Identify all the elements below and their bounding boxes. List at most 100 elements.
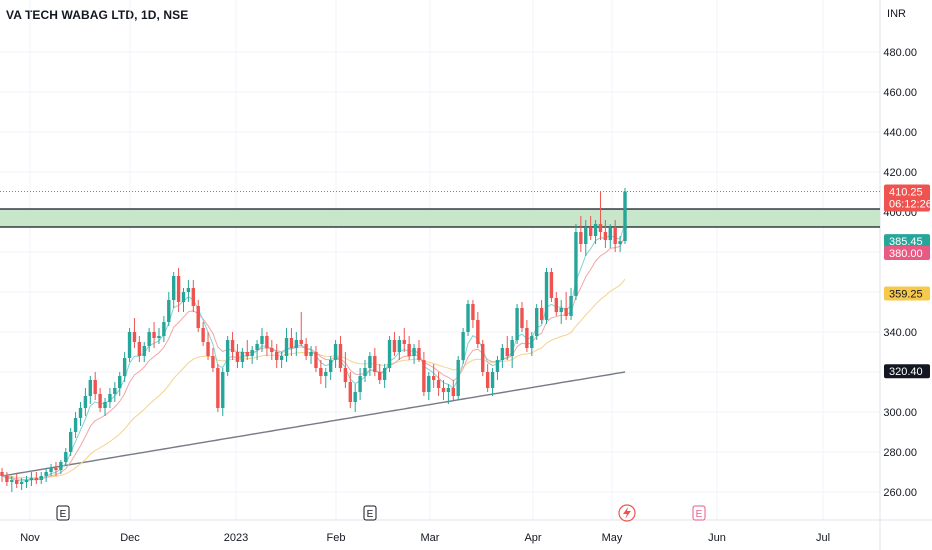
candle-body (225, 340, 230, 372)
candle-body (49, 468, 53, 472)
candle-body (515, 308, 519, 340)
y-tick-label: 440.00 (883, 127, 917, 139)
candle-body (392, 340, 397, 352)
candle-body (230, 340, 235, 352)
candle-body (240, 352, 245, 362)
candle-body (29, 478, 34, 480)
price-tag-320-text: 320.40 (889, 366, 923, 378)
candle-body (78, 408, 83, 418)
candle-body (373, 356, 377, 372)
earnings-marker (363, 505, 377, 521)
candle-body (157, 336, 161, 338)
candle-body (19, 482, 24, 484)
x-tick-label: Jun (708, 532, 726, 544)
candle-body (64, 452, 68, 462)
candle-body (333, 344, 338, 360)
candle-body (294, 340, 299, 348)
last-price-tag (884, 184, 930, 212)
candle-body (44, 472, 48, 476)
candle-body (456, 360, 460, 396)
candle-body (265, 336, 269, 348)
candle-body (495, 360, 500, 372)
candle-body (118, 376, 122, 388)
candle-body (436, 380, 441, 388)
candle-body (451, 388, 456, 396)
candle-body (216, 368, 220, 408)
candle-body (422, 360, 426, 392)
currency-label: INR (887, 8, 906, 20)
candle-body (260, 336, 264, 344)
candle-body (279, 356, 284, 360)
candle-body (201, 328, 205, 342)
candle-body (549, 272, 554, 298)
candle-body (127, 332, 132, 358)
candle-body (88, 380, 92, 396)
candle-body (275, 352, 279, 360)
candle-body (588, 228, 593, 236)
candle-body (103, 402, 107, 408)
candle-body (574, 232, 578, 296)
last-price-tag-text: 06:12:26 (889, 199, 932, 211)
candle-body (441, 388, 446, 392)
candle-body (289, 338, 294, 348)
candle-body (245, 352, 249, 356)
candle-body (613, 228, 617, 244)
candle-body (191, 288, 196, 306)
candle-body (584, 228, 588, 244)
candle-body (113, 388, 117, 394)
price-tag-359-text: 359.25 (889, 289, 923, 301)
candle-body (319, 368, 323, 376)
candle-body (544, 272, 549, 320)
candle-body (250, 350, 254, 356)
earnings-marker-label: E (60, 509, 67, 520)
ma-long-line (1, 371, 626, 477)
candle-body (147, 332, 151, 346)
candle-body (417, 348, 421, 360)
candle-body (579, 232, 583, 244)
candle-body (378, 372, 382, 380)
candle-body (0, 472, 4, 476)
candle-body (206, 342, 210, 356)
candle-body (593, 224, 598, 236)
y-tick-label: 340.00 (883, 327, 917, 339)
candle-body (402, 340, 406, 344)
x-tick-label: Mar (421, 532, 440, 544)
candle-body (598, 224, 603, 232)
candle-body (530, 336, 534, 348)
candle-body (221, 372, 225, 408)
candle-body (603, 232, 608, 240)
candle-body (485, 372, 490, 388)
candle-body (387, 340, 392, 368)
candle-body (152, 332, 156, 338)
price-tag-359 (884, 286, 930, 301)
candle-body (363, 368, 367, 376)
candle-body (181, 292, 186, 302)
candle-body (471, 304, 475, 320)
x-tick-label: Apr (524, 532, 541, 544)
candle-body (328, 360, 333, 372)
x-tick-label: Dec (120, 532, 140, 544)
earnings-marker (56, 505, 70, 521)
candle-body (348, 382, 352, 402)
candle-body (304, 344, 308, 356)
candle-body (108, 394, 112, 402)
candle-body (309, 352, 313, 356)
candle-body (431, 376, 436, 380)
candle-body (176, 276, 181, 302)
candle-body (73, 418, 78, 432)
candle-body (525, 328, 529, 348)
price-tag-320 (884, 364, 930, 379)
candle-body (314, 352, 318, 368)
candle-body (368, 356, 372, 368)
candle-body (338, 344, 343, 368)
candle-body (39, 476, 43, 480)
candle-body (539, 308, 544, 320)
candle-body (68, 432, 73, 452)
candle-body (15, 480, 19, 484)
candle-body (481, 344, 485, 372)
candle-body (569, 296, 573, 316)
candle-body (500, 348, 505, 360)
candle-body (83, 396, 88, 408)
candle-body (520, 308, 524, 328)
